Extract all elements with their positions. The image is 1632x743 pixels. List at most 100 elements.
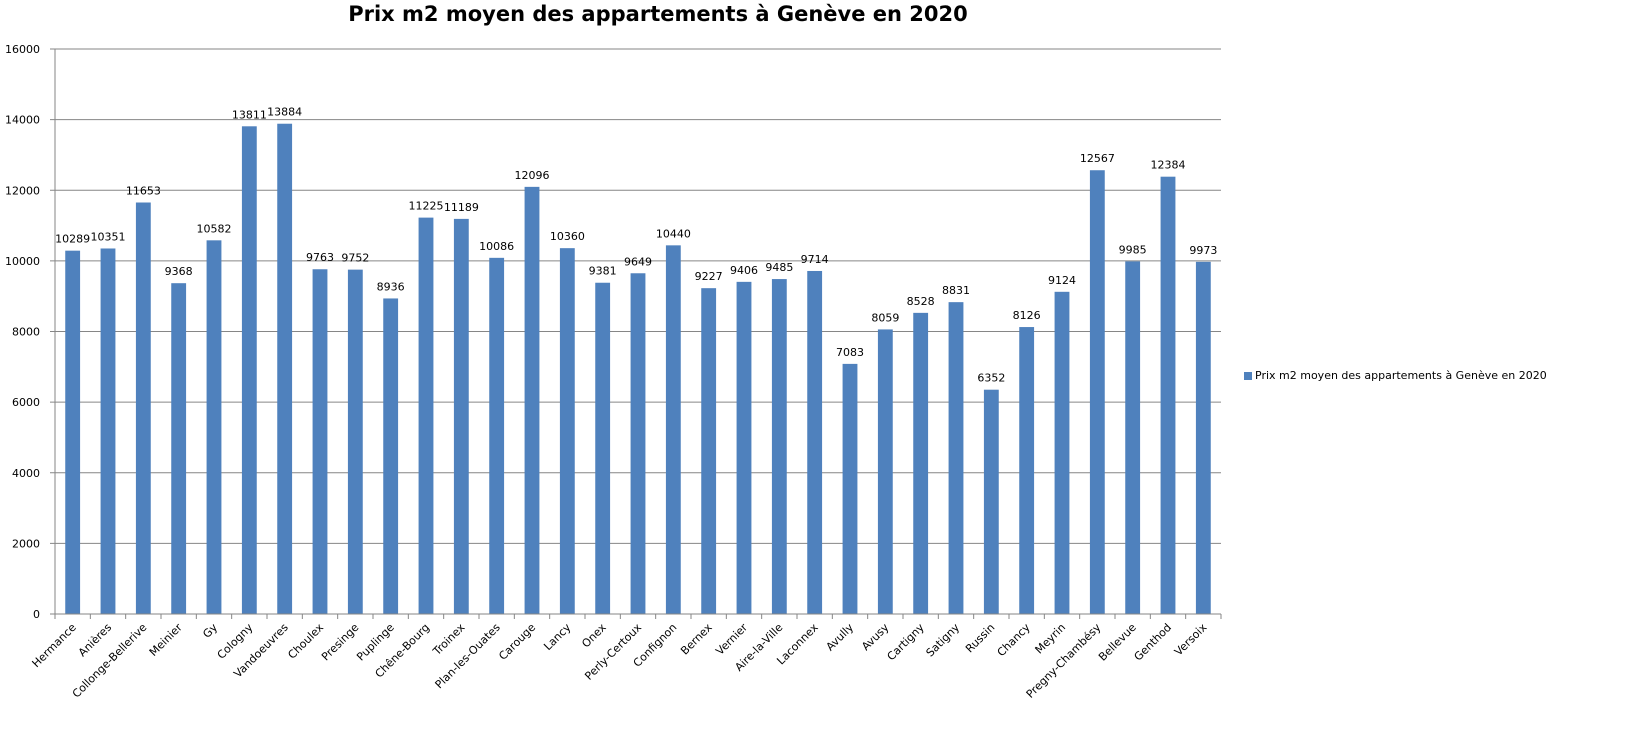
x-tick-label: Versoix [1172, 621, 1210, 659]
bar [913, 312, 929, 614]
data-label: 10289 [55, 233, 90, 246]
bar [1019, 327, 1035, 614]
x-tick-label: Avully [824, 621, 857, 654]
x-tick-label: Bellevue [1096, 621, 1139, 664]
bar [418, 217, 434, 614]
bar [665, 245, 681, 614]
x-tick-label: Presinge [319, 621, 362, 664]
bar [135, 202, 151, 615]
bar [312, 269, 328, 614]
bar [65, 250, 81, 615]
data-label: 10086 [479, 240, 514, 253]
bar [347, 269, 363, 614]
data-label: 6352 [977, 372, 1005, 385]
legend-swatch [1244, 371, 1252, 380]
bar [1195, 261, 1211, 614]
x-tick-label: Cartigny [885, 621, 928, 664]
bar [771, 279, 787, 614]
bars [65, 123, 1211, 615]
x-tick-label: Genthod [1132, 621, 1175, 664]
legend: Prix m2 moyen des appartements à Genève … [1244, 369, 1547, 382]
x-tick-label: Lancy [541, 621, 573, 653]
y-tick-label: 2000 [12, 537, 40, 550]
y-tick-label: 16000 [5, 43, 40, 56]
data-label: 11225 [409, 200, 444, 213]
data-label: 9368 [165, 265, 193, 278]
y-tick-label: 6000 [12, 396, 40, 409]
data-label: 11653 [126, 185, 161, 198]
data-label: 8059 [871, 311, 899, 324]
data-labels: 10289 10351 11653 9368 10582 13811 13884 9763 97… [55, 106, 1217, 385]
data-label: 9973 [1189, 244, 1217, 257]
data-label: 9406 [730, 264, 758, 277]
y-tick-label: 10000 [5, 255, 40, 268]
bar [489, 257, 505, 614]
data-label: 11189 [444, 201, 479, 214]
data-label: 9381 [589, 265, 617, 278]
bar [1125, 261, 1141, 614]
bar [1054, 291, 1070, 614]
bar [383, 298, 399, 614]
data-label: 12096 [515, 169, 550, 182]
data-label: 12567 [1080, 152, 1115, 165]
bar [736, 281, 752, 614]
x-tick-label: Chancy [995, 621, 1033, 659]
y-tick-label: 12000 [5, 184, 40, 197]
data-label: 10360 [550, 230, 585, 243]
bar [701, 288, 717, 614]
x-tick-label: Gy [200, 621, 220, 641]
bar [524, 186, 540, 615]
data-label: 9485 [765, 261, 793, 274]
bar [983, 389, 999, 614]
x-tick-label: Meinier [147, 621, 185, 659]
data-label: 9649 [624, 255, 652, 268]
data-label: 10582 [197, 222, 232, 235]
data-label: 9752 [341, 252, 369, 265]
bar [453, 218, 469, 615]
chart-title: Prix m2 moyen des appartements à Genève … [348, 2, 968, 26]
data-label: 9124 [1048, 274, 1076, 287]
y-tick-label: 4000 [12, 467, 40, 480]
data-label: 9763 [306, 251, 334, 264]
bar [206, 240, 222, 614]
y-tick-label: 8000 [12, 326, 40, 339]
data-label: 9227 [695, 270, 723, 283]
x-tick-label: Onex [579, 621, 609, 651]
bar [842, 363, 858, 614]
bar [807, 270, 823, 614]
x-tick-label: Avusy [859, 621, 892, 654]
x-tick-label: Carouge [496, 621, 538, 663]
x-tick-label: Russin [963, 621, 997, 655]
data-label: 13884 [267, 106, 302, 119]
bar [877, 329, 893, 614]
bar [595, 282, 611, 614]
x-tick-label: Bernex [678, 621, 715, 658]
data-label: 7083 [836, 346, 864, 359]
y-axis-ticks: 0 2000 4000 6000 8000 10000 12000 14000 16000 [5, 43, 55, 621]
data-label: 10440 [656, 227, 691, 240]
x-tick-label: Plan-les-Ouates [433, 621, 503, 691]
x-tick-label: Hermance [30, 621, 79, 670]
legend-label: Prix m2 moyen des appartements à Genève … [1255, 369, 1547, 382]
bar [630, 273, 646, 614]
bar [100, 248, 116, 614]
data-label: 9714 [801, 253, 829, 266]
data-label: 13811 [232, 108, 267, 121]
bar [277, 123, 293, 614]
data-label: 12384 [1151, 159, 1186, 172]
bar [948, 302, 964, 614]
data-label: 10351 [91, 230, 126, 243]
data-label: 8831 [942, 284, 970, 297]
data-label: 8528 [907, 295, 935, 308]
y-tick-label: 0 [33, 608, 40, 621]
bar [559, 248, 575, 614]
data-label: 8936 [377, 280, 405, 293]
y-tick-label: 14000 [5, 114, 40, 127]
x-tick-label: Satigny [924, 621, 963, 660]
data-label: 8126 [1013, 309, 1041, 322]
bar [171, 283, 187, 614]
bar [1160, 176, 1176, 614]
bar [241, 126, 257, 614]
bar [1089, 170, 1105, 614]
